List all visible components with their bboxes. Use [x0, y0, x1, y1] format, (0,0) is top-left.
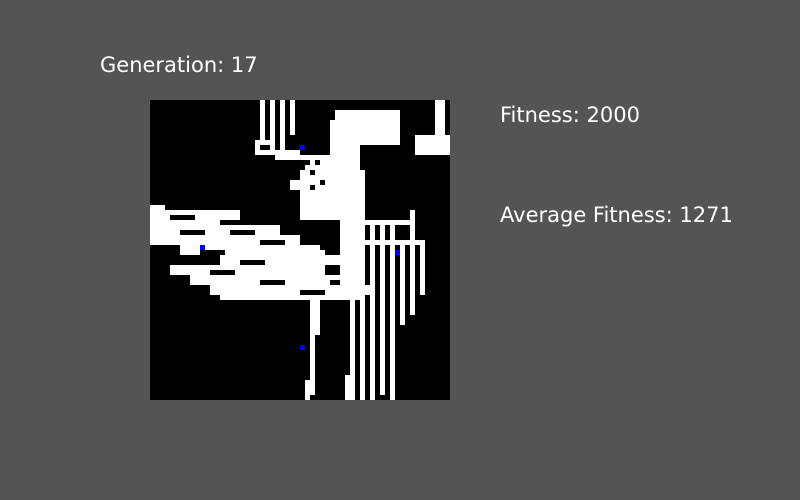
- grid-canvas: [150, 100, 450, 400]
- average-fitness-label: Average Fitness: 1271: [500, 203, 733, 227]
- generation-label: Generation: 17: [100, 53, 258, 77]
- simulation-grid: [150, 100, 450, 400]
- fitness-label: Fitness: 2000: [500, 103, 640, 127]
